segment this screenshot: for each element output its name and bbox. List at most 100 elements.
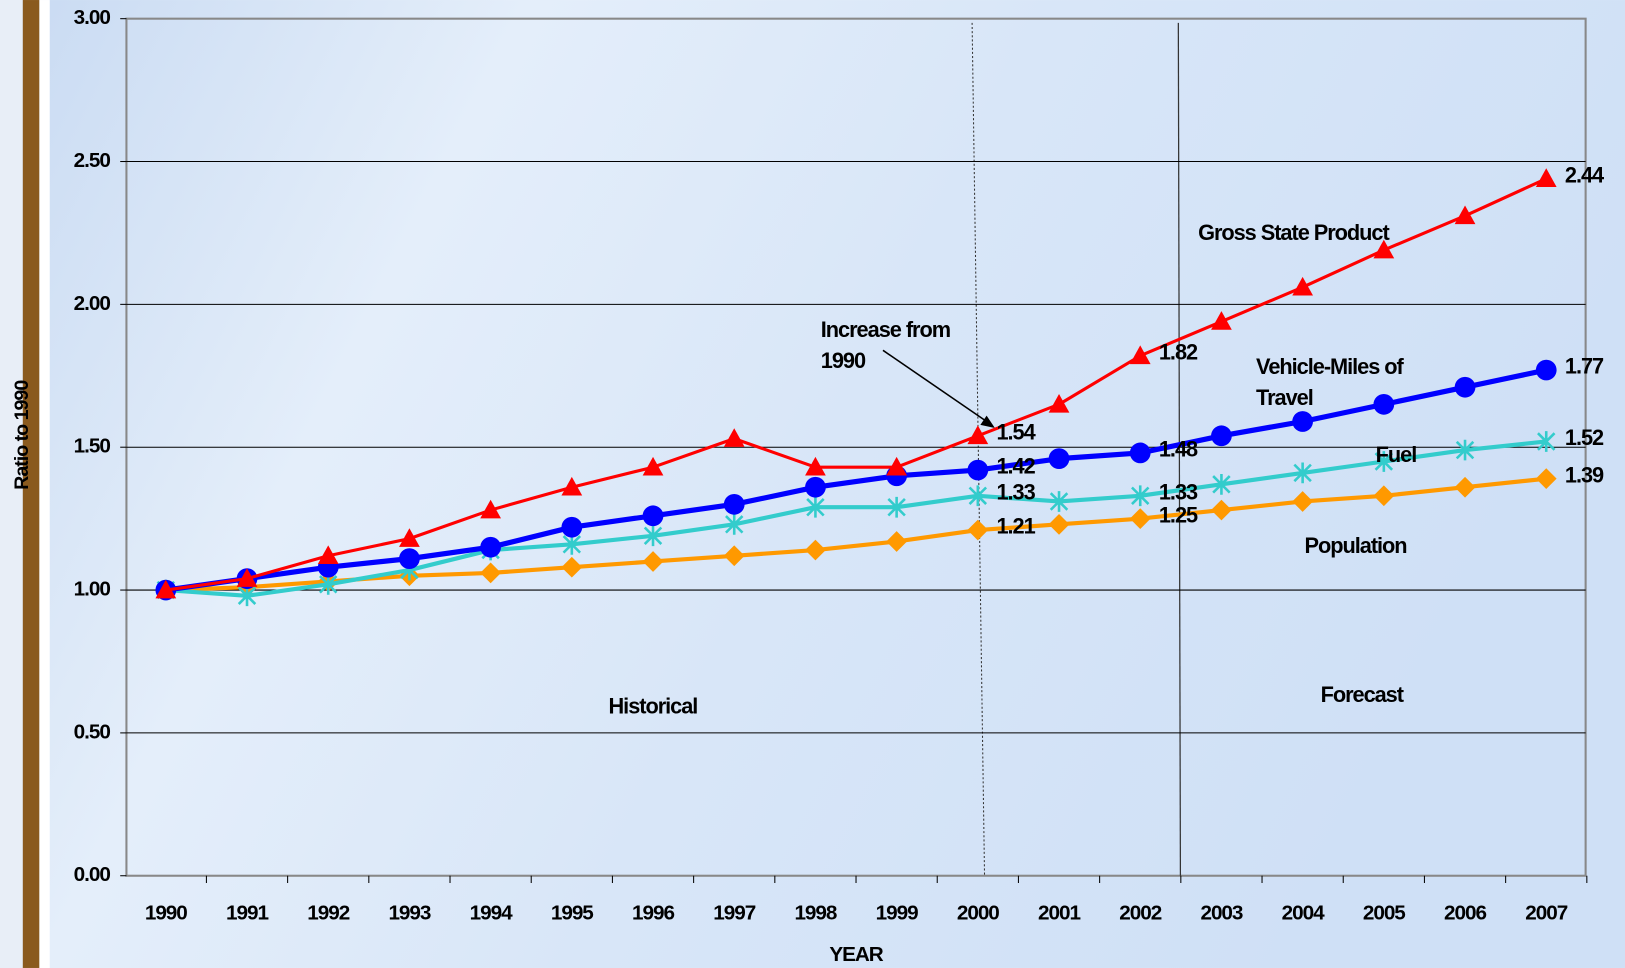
- marker: [886, 531, 907, 552]
- data-label: 1.42: [996, 454, 1035, 479]
- data-label: 1.33: [1159, 479, 1198, 504]
- x-tick-label: 1996: [632, 902, 674, 925]
- marker: [1292, 411, 1313, 432]
- marker: [1211, 311, 1232, 330]
- marker: [1049, 491, 1069, 512]
- left-margin: [0, 0, 23, 968]
- marker: [561, 516, 583, 538]
- series-name: Population: [1305, 533, 1407, 558]
- marker: [1537, 431, 1556, 452]
- marker: [1535, 359, 1557, 381]
- marker: [1129, 442, 1151, 464]
- marker: [1129, 508, 1151, 529]
- forecast-divider: [1177, 22, 1182, 876]
- marker: [723, 428, 745, 447]
- marker: [723, 545, 745, 567]
- marker: [1211, 425, 1232, 447]
- marker: [561, 556, 583, 578]
- marker: [399, 528, 420, 547]
- marker: [317, 545, 339, 565]
- y-tick-label: 1.50: [74, 435, 111, 458]
- series-line: [165, 177, 1547, 592]
- marker: [725, 513, 744, 535]
- x-tick-label: 2002: [1119, 902, 1161, 925]
- left-bar: [22, 0, 40, 968]
- marker: [805, 456, 826, 476]
- data-label: 1.77: [1565, 354, 1604, 379]
- marker: [1535, 168, 1557, 187]
- y-tick-label: 0.50: [74, 720, 111, 743]
- x-tick-label: 1998: [794, 902, 836, 925]
- x-tick-label: 1995: [551, 902, 593, 925]
- historical-divider: [971, 22, 986, 876]
- marker: [155, 579, 177, 599]
- annotation: Historical: [609, 694, 698, 719]
- y-tick-label: 2.50: [74, 149, 111, 172]
- data-label: 1.54: [996, 419, 1035, 444]
- data-label: 1.52: [1565, 425, 1604, 450]
- data-label: 1.33: [996, 479, 1035, 504]
- marker: [1048, 448, 1070, 470]
- annotation-box: Increase from 1990: [820, 318, 951, 374]
- marker: [1454, 205, 1476, 225]
- y-tick-label: 3.00: [74, 6, 111, 29]
- x-tick-label: 1999: [876, 902, 918, 925]
- marker: [1454, 376, 1476, 398]
- marker: [1048, 513, 1070, 535]
- marker: [1131, 485, 1150, 507]
- annotation: Increase from 1990: [820, 318, 951, 374]
- marker: [642, 456, 664, 476]
- y-tick-label: 2.00: [74, 292, 111, 315]
- marker: [1535, 468, 1557, 489]
- marker: [1293, 462, 1312, 484]
- data-label: 1.82: [1159, 339, 1198, 364]
- series-name: Fuel: [1376, 442, 1417, 467]
- x-tick-label: 1991: [226, 902, 268, 925]
- marker: [886, 456, 907, 476]
- marker: [967, 519, 989, 541]
- x-tick-label: 2006: [1444, 902, 1486, 925]
- marker: [236, 568, 258, 587]
- series-line: [165, 367, 1547, 593]
- annotation: Forecast: [1321, 682, 1404, 707]
- marker: [1373, 239, 1395, 259]
- series-name: Gross State Product: [1198, 220, 1389, 245]
- marker: [723, 493, 745, 515]
- marker: [1212, 473, 1231, 495]
- series-name: Vehicle-Miles of Travel: [1256, 355, 1404, 411]
- x-tick-label: 2004: [1282, 902, 1325, 925]
- marker: [1373, 485, 1395, 507]
- left-stripe: [39, 0, 50, 968]
- series-line: [165, 439, 1547, 598]
- marker: [643, 525, 663, 547]
- data-label: 1.21: [996, 514, 1035, 539]
- marker: [967, 459, 989, 481]
- y-axis-label: Ratio to 1990: [11, 380, 33, 490]
- x-tick-label: 2001: [1038, 902, 1080, 925]
- x-tick-label: 2005: [1363, 902, 1405, 925]
- x-tick-label: 1992: [307, 902, 349, 925]
- marker: [399, 548, 420, 569]
- marker: [480, 499, 501, 519]
- series-line: [165, 476, 1547, 593]
- marker: [642, 505, 664, 527]
- marker: [887, 496, 906, 518]
- marker: [480, 536, 501, 558]
- marker: [1454, 476, 1476, 498]
- marker: [1129, 345, 1151, 365]
- marker: [805, 476, 826, 498]
- marker: [1211, 499, 1232, 521]
- marker: [967, 425, 989, 445]
- marker: [1292, 276, 1313, 296]
- data-label: 1.48: [1159, 437, 1198, 462]
- x-tick-label: 1990: [145, 902, 187, 925]
- x-tick-label: 1994: [470, 902, 513, 925]
- data-label: 2.44: [1565, 162, 1604, 187]
- x-tick-label: 1993: [388, 902, 430, 925]
- marker: [1373, 393, 1395, 415]
- x-tick-label: 2003: [1200, 902, 1242, 925]
- marker: [1048, 393, 1070, 413]
- data-label: 1.39: [1565, 462, 1604, 487]
- marker: [968, 485, 988, 507]
- data-label: 1.25: [1159, 502, 1198, 527]
